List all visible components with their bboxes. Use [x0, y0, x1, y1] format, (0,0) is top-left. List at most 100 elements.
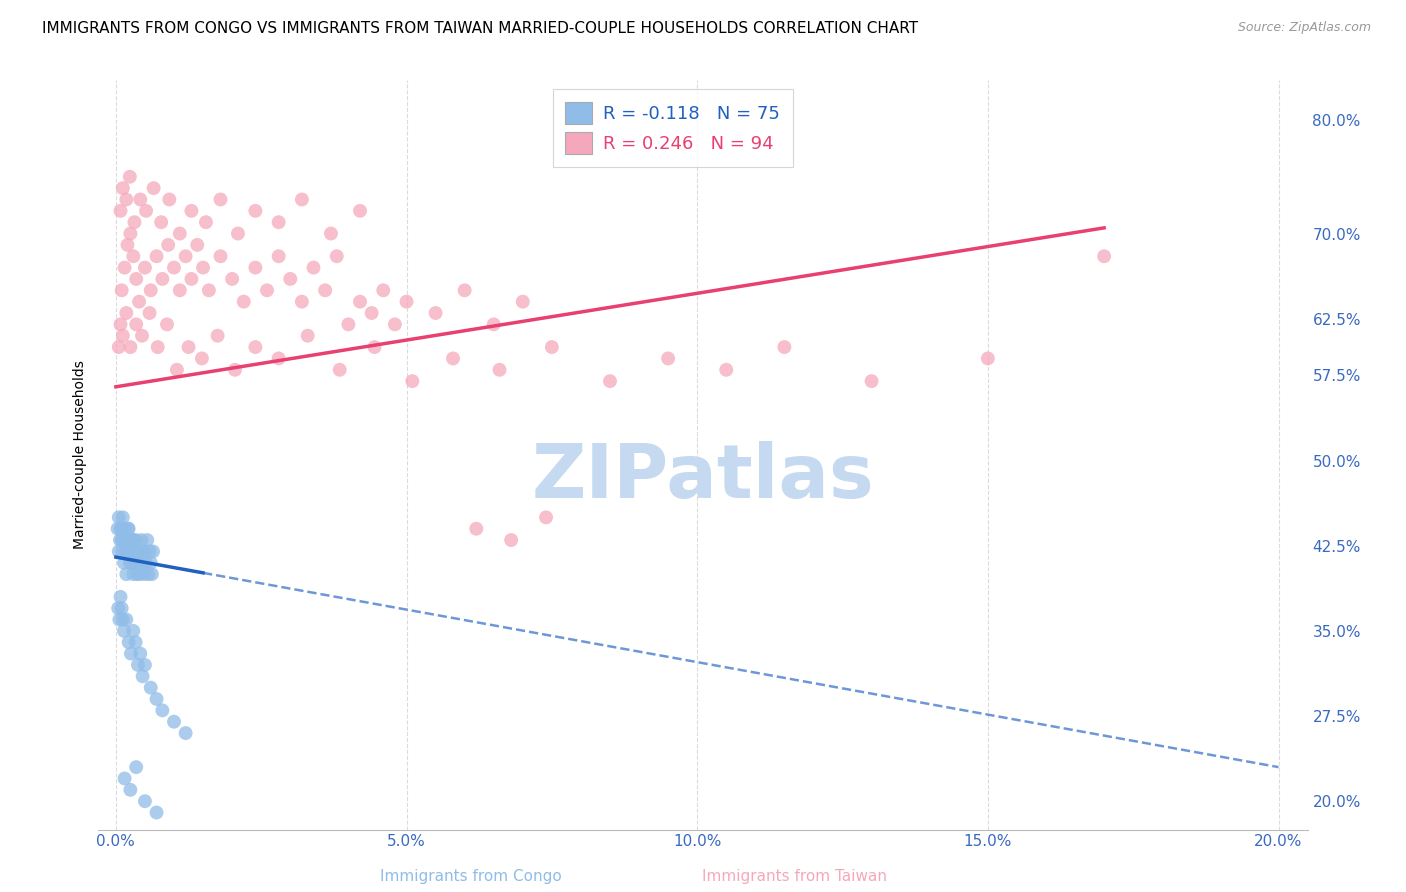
Point	[150, 215, 173, 229]
Point	[224, 363, 246, 377]
Point	[256, 283, 278, 297]
Point	[135, 203, 157, 218]
Point	[139, 556, 162, 570]
Point	[384, 318, 406, 332]
Point	[129, 193, 152, 207]
Point	[267, 215, 290, 229]
Point	[114, 522, 136, 536]
Point	[465, 522, 488, 536]
Point	[194, 215, 217, 229]
Point	[124, 556, 146, 570]
Point	[115, 193, 138, 207]
Point	[245, 203, 267, 218]
Point	[1092, 249, 1115, 263]
Y-axis label: Married-couple Households: Married-couple Households	[73, 360, 87, 549]
Point	[107, 510, 129, 524]
Point	[150, 703, 173, 717]
Point	[118, 556, 141, 570]
Point	[114, 260, 136, 275]
Point	[129, 647, 152, 661]
Point	[232, 294, 254, 309]
Point	[112, 624, 135, 638]
Point	[120, 340, 142, 354]
Point	[132, 567, 155, 582]
Point	[401, 374, 423, 388]
Point	[124, 556, 146, 570]
Point	[174, 249, 197, 263]
Point	[107, 340, 129, 354]
Text: ZIPatlas: ZIPatlas	[531, 441, 875, 514]
Point	[131, 669, 153, 683]
Point	[291, 294, 314, 309]
Point	[226, 227, 249, 241]
Point	[125, 544, 148, 558]
Point	[122, 533, 145, 547]
Point	[125, 272, 148, 286]
Point	[111, 181, 134, 195]
Point	[107, 601, 129, 615]
Point	[114, 772, 136, 786]
Legend: R = -0.118   N = 75, R = 0.246   N = 94: R = -0.118 N = 75, R = 0.246 N = 94	[553, 89, 793, 167]
Point	[122, 624, 145, 638]
Text: Immigrants from Congo: Immigrants from Congo	[380, 870, 562, 884]
Point	[128, 294, 150, 309]
Point	[716, 363, 738, 377]
Point	[209, 249, 232, 263]
Point	[169, 283, 191, 297]
Point	[121, 556, 143, 570]
Point	[124, 533, 146, 547]
Point	[441, 351, 464, 366]
Point	[245, 340, 267, 354]
Point	[112, 533, 135, 547]
Point	[120, 533, 142, 547]
Point	[540, 340, 562, 354]
Point	[314, 283, 336, 297]
Point	[114, 533, 136, 547]
Point	[115, 533, 138, 547]
Point	[512, 294, 534, 309]
Point	[110, 522, 132, 536]
Point	[134, 794, 156, 808]
Point	[169, 227, 191, 241]
Point	[186, 238, 208, 252]
Point	[110, 318, 132, 332]
Point	[180, 272, 202, 286]
Point	[138, 544, 160, 558]
Point	[127, 567, 149, 582]
Text: Immigrants from Taiwan: Immigrants from Taiwan	[702, 870, 887, 884]
Point	[110, 203, 132, 218]
Point	[125, 318, 148, 332]
Point	[108, 533, 131, 547]
Point	[141, 567, 163, 582]
Point	[360, 306, 382, 320]
Point	[135, 556, 157, 570]
Point	[150, 272, 173, 286]
Point	[977, 351, 1000, 366]
Point	[138, 306, 160, 320]
Point	[191, 260, 214, 275]
Point	[291, 193, 314, 207]
Point	[349, 203, 371, 218]
Point	[156, 318, 179, 332]
Point	[131, 556, 153, 570]
Point	[319, 227, 342, 241]
Point	[118, 544, 141, 558]
Point	[145, 805, 167, 820]
Point	[120, 533, 142, 547]
Point	[110, 590, 132, 604]
Point	[117, 238, 139, 252]
Point	[166, 363, 188, 377]
Point	[111, 544, 134, 558]
Point	[136, 533, 159, 547]
Point	[118, 169, 141, 184]
Point	[177, 340, 200, 354]
Point	[180, 203, 202, 218]
Point	[278, 272, 301, 286]
Point	[117, 544, 139, 558]
Point	[122, 567, 145, 582]
Point	[139, 283, 162, 297]
Point	[534, 510, 557, 524]
Point	[198, 283, 221, 297]
Point	[125, 544, 148, 558]
Point	[108, 613, 131, 627]
